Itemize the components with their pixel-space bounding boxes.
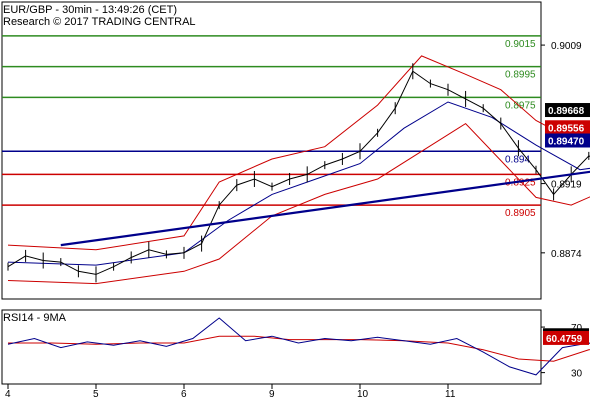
rsi-ma9-line [8,335,590,362]
price-pane: 0.9009 0.8919 0.8874 0.9015 0.8995 0.8975 0.89… [1,1,590,300]
chart-title-line2: Research © 2017 TRADING CENTRAL [3,16,196,28]
level-label: 0.8995 [505,70,536,81]
rsi-tag-label: 60.4759 [546,334,583,345]
x-tick-label: 6 [181,389,187,400]
x-tick-label: 9 [269,389,275,400]
y-tick-label: 0.9009 [551,41,582,52]
bollinger-lower-line [7,122,590,285]
price-tag-label: 0.89470 [548,136,585,147]
rsi-tag-box [543,330,589,345]
x-tick-label: 5 [93,389,99,400]
price-pane-frame [1,1,542,300]
x-tick-label: 11 [445,389,456,400]
x-tick-label: 10 [357,389,369,400]
rsi-label: RSI14 - 9MA [3,312,67,324]
level-label: 0.8975 [505,100,536,111]
price-tag-box [545,133,590,148]
bollinger-upper-line [7,55,590,251]
y-tick-label: 0.8874 [551,249,582,260]
x-tick-label: 4 [5,389,11,400]
price-tag-box [545,120,590,135]
rsi-y-tick-label: 30 [571,369,583,380]
price-line [7,70,590,275]
chart-title-line1: EUR/GBP - 30min - 13:49:26 (CET) [3,4,177,16]
level-label: 0.8905 [505,208,536,219]
rsi-pane: 703062.80860.4759 [1,309,590,385]
y-tick-label: 0.8919 [551,180,582,191]
rsi-line [7,317,590,376]
price-tag-label: 0.89668 [548,106,585,117]
price-tag-label: 0.89556 [548,123,585,134]
level-label: 0.9015 [505,39,536,50]
support-trendline [60,170,590,247]
moving-average-line [7,101,590,266]
price-tag-box [545,103,590,118]
level-label: 0.8925 [505,177,536,188]
level-label: 0.894 [505,154,530,165]
